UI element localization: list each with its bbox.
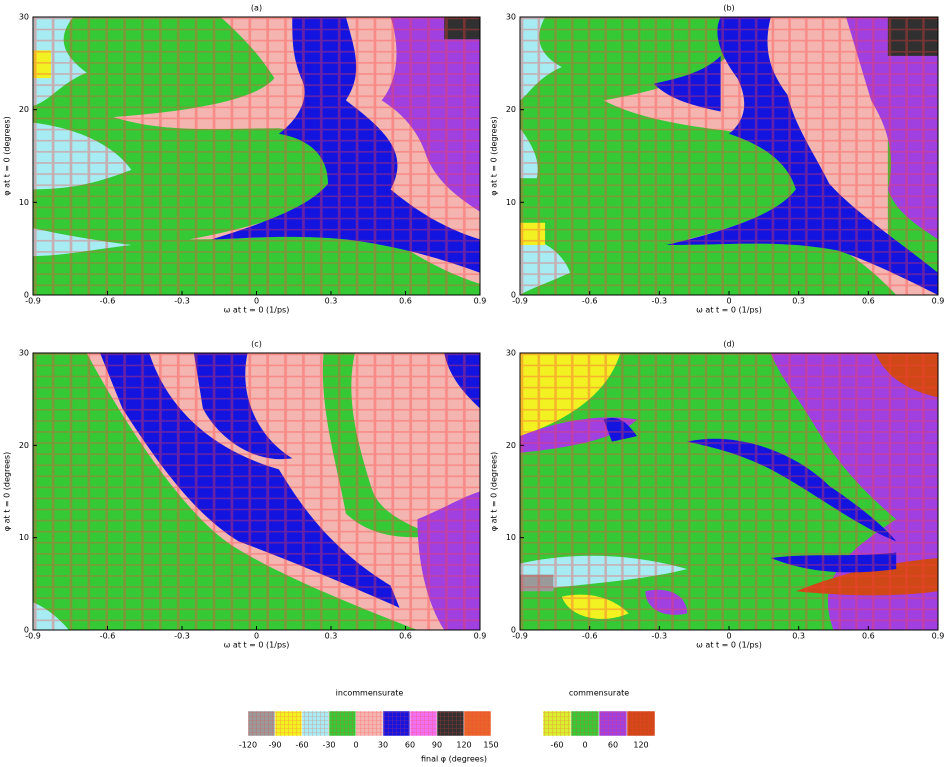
legend-tick-label: 120 [456, 741, 471, 750]
x-tick-label: 0.9 [474, 297, 487, 306]
legend-hatch [437, 711, 464, 736]
x-tick-label: -0.9 [25, 632, 41, 641]
regions [33, 353, 481, 630]
legend-hatch [410, 711, 437, 736]
regions [520, 17, 938, 295]
panel-title: (b) [723, 4, 734, 13]
panel: (d) ω at t = 0 (1/ps) φ at t = 0 (degrees)… [490, 340, 945, 650]
y-tick-label: 30 [19, 13, 29, 22]
x-tick-label: -0.3 [174, 297, 190, 306]
x-tick-label: -0.9 [25, 297, 41, 306]
legend-tick-label: 90 [432, 741, 442, 750]
x-tick-label: -0.6 [100, 632, 116, 641]
x-tick-label: -0.9 [512, 297, 528, 306]
x-tick-label: 0.6 [399, 297, 412, 306]
panel-title: (d) [723, 340, 734, 349]
x-tick-label: 0.9 [932, 632, 945, 641]
x-tick-label: 0 [254, 297, 259, 306]
legend-tick-label: 0 [353, 741, 358, 750]
legend-axis-label: final φ (degrees) [421, 755, 487, 764]
legend-tick-label: -60 [295, 741, 308, 750]
x-tick-label: -0.3 [174, 632, 190, 641]
y-axis-label: φ at t = 0 (degrees) [490, 116, 499, 195]
y-tick-label: 10 [19, 198, 29, 207]
x-axis-label: ω at t = 0 (1/ps) [696, 306, 762, 315]
x-tick-label: -0.3 [652, 297, 668, 306]
legend-tick-label: 150 [483, 741, 498, 750]
y-tick-label: 20 [506, 105, 516, 114]
legend-tick-label: -120 [239, 741, 257, 750]
x-tick-label: 0 [726, 297, 731, 306]
x-tick-label: 0.9 [932, 297, 945, 306]
x-axis-label: ω at t = 0 (1/ps) [224, 641, 290, 650]
y-tick-label: 10 [506, 533, 516, 542]
legend: incommensurate -120 -90 -60 -30 0 30 60 90 120 150… [239, 689, 656, 764]
x-tick-label: -0.6 [582, 632, 598, 641]
x-tick-label: 0.3 [325, 297, 338, 306]
legend-tick-label: 120 [633, 741, 648, 750]
y-tick-label: 30 [506, 13, 516, 22]
x-tick-label: -0.3 [652, 632, 668, 641]
legend-tick-label: -90 [268, 741, 281, 750]
panel-title: (c) [251, 340, 262, 349]
y-tick-label: 0 [24, 291, 29, 300]
legend-hatch [275, 711, 302, 736]
x-tick-label: 0.3 [325, 632, 338, 641]
y-tick-label: 30 [19, 349, 29, 358]
y-tick-label: 10 [506, 198, 516, 207]
y-tick-label: 20 [19, 105, 29, 114]
x-tick-label: 0.6 [862, 632, 875, 641]
legend-tick-label: 60 [608, 741, 618, 750]
panel: (c) ω at t = 0 (1/ps) φ at t = 0 (degrees)… [3, 340, 487, 650]
legend-tick-label: 60 [405, 741, 415, 750]
legend-hatch [329, 711, 356, 736]
legend-hatch [627, 711, 655, 736]
regions [520, 353, 938, 630]
legend-tick-label: 0 [582, 741, 587, 750]
legend-tick-label: -60 [550, 741, 563, 750]
legend-tick-label: 30 [378, 741, 388, 750]
x-tick-label: 0.6 [399, 632, 412, 641]
panel: (b) ω at t = 0 (1/ps) φ at t = 0 (degrees)… [490, 4, 945, 315]
regions [33, 17, 481, 295]
legend-hatch [356, 711, 383, 736]
legend-hatch [248, 711, 275, 736]
y-tick-label: 0 [511, 291, 516, 300]
legend-hatch [571, 711, 599, 736]
legend-tick-label: -30 [322, 741, 335, 750]
legend-hatch [599, 711, 627, 736]
x-axis-label: ω at t = 0 (1/ps) [224, 306, 290, 315]
y-tick-label: 0 [24, 626, 29, 635]
x-axis-label: ω at t = 0 (1/ps) [696, 641, 762, 650]
x-tick-label: -0.6 [100, 297, 116, 306]
legend-title: incommensurate [336, 689, 404, 698]
x-tick-label: 0 [254, 632, 259, 641]
y-tick-label: 20 [506, 441, 516, 450]
x-tick-label: 0.9 [474, 632, 487, 641]
legend-hatch [543, 711, 571, 736]
x-tick-label: -0.9 [512, 632, 528, 641]
x-tick-label: 0.3 [792, 632, 805, 641]
x-tick-label: -0.6 [582, 297, 598, 306]
y-axis-label: φ at t = 0 (degrees) [3, 452, 12, 531]
panel-title: (a) [251, 4, 262, 13]
legend-hatch [302, 711, 329, 736]
y-axis-label: φ at t = 0 (degrees) [3, 116, 12, 195]
y-tick-label: 20 [19, 441, 29, 450]
x-tick-label: 0.3 [792, 297, 805, 306]
x-tick-label: 0.6 [862, 297, 875, 306]
y-axis-label: φ at t = 0 (degrees) [490, 452, 499, 531]
y-tick-label: 10 [19, 533, 29, 542]
legend-hatch [383, 711, 410, 736]
y-tick-label: 0 [511, 626, 516, 635]
x-tick-label: 0 [726, 632, 731, 641]
legend-hatch [464, 711, 491, 736]
y-tick-label: 30 [506, 349, 516, 358]
legend-title: commensurate [569, 689, 629, 698]
panel: (a) ω at t = 0 (1/ps) φ at t = 0 (degrees)… [3, 4, 487, 315]
